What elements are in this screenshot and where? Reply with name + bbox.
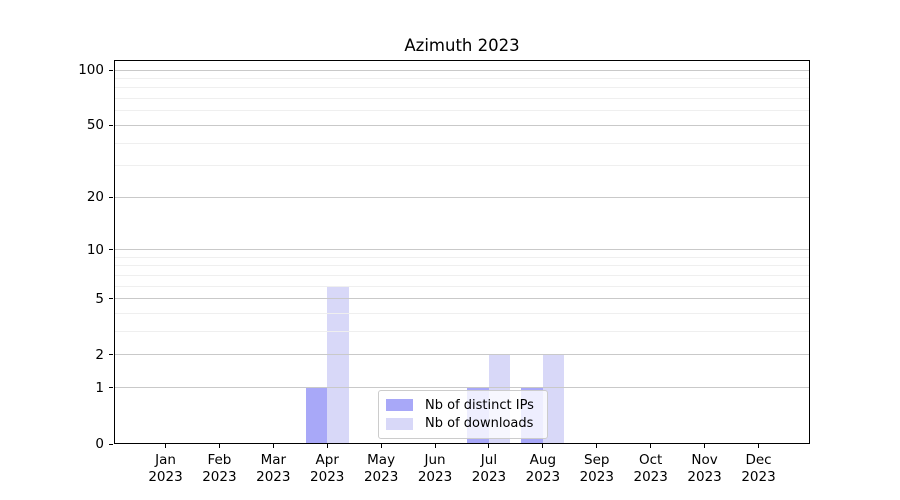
x-tick-apr <box>326 444 328 448</box>
major-gridline-y10 <box>114 249 810 251</box>
x-tick-label-sep: Sep 2023 <box>557 452 637 486</box>
x-tick-dec <box>758 444 759 448</box>
x-tick-year: 2023 <box>579 469 614 485</box>
y-tick-label-0: 0 <box>95 436 104 452</box>
minor-gridline-y80 <box>114 87 810 89</box>
y-tick-0 <box>109 443 113 445</box>
x-tick-year: 2023 <box>148 469 183 485</box>
x-tick-label-jul: Jul 2023 <box>449 452 529 486</box>
x-tick-month: Nov <box>691 452 718 468</box>
x-tick-year: 2023 <box>417 469 453 485</box>
bar-nb-of-distinct-ips-apr <box>305 387 328 444</box>
y-tick-label-1: 1 <box>95 379 104 396</box>
x-tick-year: 2023 <box>633 469 668 485</box>
minor-gridline-y70 <box>114 98 810 100</box>
major-gridline-y20 <box>114 196 810 198</box>
x-tick-label-jan: Jan 2023 <box>126 452 206 486</box>
minor-gridline-y4 <box>114 313 810 315</box>
minor-gridline-y8 <box>114 265 810 267</box>
x-tick-label-jun: Jun 2023 <box>395 452 475 486</box>
x-tick-feb <box>218 444 220 448</box>
x-tick-month: Sep <box>584 452 610 468</box>
x-tick-year: 2023 <box>202 469 237 485</box>
bar-nb-of-downloads-aug <box>542 354 565 444</box>
x-tick-year: 2023 <box>687 469 722 485</box>
legend: Nb of distinct IPs Nb of downloads <box>378 390 548 439</box>
major-gridline-y100 <box>114 69 810 71</box>
x-tick-jan <box>165 444 166 448</box>
y-tick-label-20: 20 <box>86 189 104 206</box>
x-tick-year: 2023 <box>256 469 291 485</box>
minor-gridline-y3 <box>114 331 810 333</box>
x-tick-year: 2023 <box>363 469 399 485</box>
major-gridline-y1 <box>114 387 810 389</box>
x-tick-month: Jun <box>424 452 446 468</box>
y-tick-2 <box>109 354 113 356</box>
legend-row-downloads: Nb of downloads <box>386 415 540 434</box>
minor-gridline-y40 <box>114 142 810 144</box>
minor-gridline-y9 <box>114 256 810 258</box>
x-tick-year: 2023 <box>310 469 345 485</box>
x-tick-label-nov: Nov 2023 <box>665 452 745 486</box>
x-tick-label-feb: Feb 2023 <box>179 452 259 486</box>
y-tick-20 <box>109 196 113 198</box>
x-tick-jul <box>488 444 490 448</box>
x-tick-year: 2023 <box>741 469 776 485</box>
x-tick-month: Aug <box>529 452 557 468</box>
legend-row-distinct-ips: Nb of distinct IPs <box>386 396 540 415</box>
x-tick-month: Feb <box>207 452 232 468</box>
x-tick-jun <box>434 444 436 448</box>
minor-gridline-y90 <box>114 77 810 79</box>
plot-area: 0 1 2 5 10 20 50 100 Jan 2023 Feb 2023 Mar 2023 Apr 202… <box>78 60 810 485</box>
grid-layer <box>114 60 810 444</box>
x-tick-may <box>380 444 382 448</box>
legend-label-distinct-ips: Nb of distinct IPs <box>425 397 534 413</box>
y-tick-1 <box>109 387 113 389</box>
minor-gridline-y60 <box>114 110 810 112</box>
x-tick-mar <box>272 444 274 448</box>
x-tick-label-apr: Apr 2023 <box>287 452 367 486</box>
x-tick-label-dec: Dec 2023 <box>719 452 799 486</box>
x-tick-month: Dec <box>745 452 772 468</box>
x-tick-nov <box>704 444 706 448</box>
major-gridline-y5 <box>114 298 810 300</box>
x-tick-month: Jan <box>155 452 176 468</box>
legend-swatch-distinct-ips <box>386 399 413 412</box>
x-tick-month: May <box>367 452 396 468</box>
x-tick-label-aug: Aug 2023 <box>503 452 583 486</box>
x-tick-year: 2023 <box>525 469 561 485</box>
x-tick-sep <box>596 444 598 448</box>
legend-swatch-downloads <box>386 417 413 430</box>
y-tick-label-5: 5 <box>95 290 104 307</box>
minor-gridline-y7 <box>114 274 810 276</box>
minor-gridline-y6 <box>114 285 810 287</box>
x-tick-oct <box>650 444 652 448</box>
y-tick-label-100: 100 <box>78 62 104 79</box>
y-tick-50 <box>109 124 113 126</box>
legend-label-downloads: Nb of downloads <box>425 416 534 432</box>
x-tick-month: Apr <box>315 452 339 468</box>
x-tick-year: 2023 <box>471 469 507 485</box>
x-tick-label-may: May 2023 <box>341 452 421 486</box>
minor-gridline-y30 <box>114 165 810 167</box>
y-tick-label-50: 50 <box>86 117 104 134</box>
y-tick-5 <box>109 298 113 300</box>
bar-nb-of-downloads-apr <box>327 286 349 444</box>
x-tick-month: Jul <box>480 452 498 468</box>
x-tick-month: Mar <box>260 452 287 468</box>
axis-layer: 0 1 2 5 10 20 50 100 Jan 2023 Feb 2023 Mar 2023 Apr 202… <box>78 60 810 485</box>
x-tick-label-mar: Mar 2023 <box>233 452 313 486</box>
y-tick-label-2: 2 <box>95 346 104 363</box>
x-tick-aug <box>542 444 544 448</box>
y-tick-100 <box>109 69 113 71</box>
y-tick-label-10: 10 <box>86 241 104 258</box>
y-tick-10 <box>109 249 113 251</box>
major-gridline-y2 <box>114 354 810 356</box>
x-tick-month: Oct <box>639 452 663 468</box>
x-tick-label-oct: Oct 2023 <box>611 452 691 486</box>
chart-title: Azimuth 2023 <box>404 36 520 55</box>
major-gridline-y50 <box>114 124 810 126</box>
